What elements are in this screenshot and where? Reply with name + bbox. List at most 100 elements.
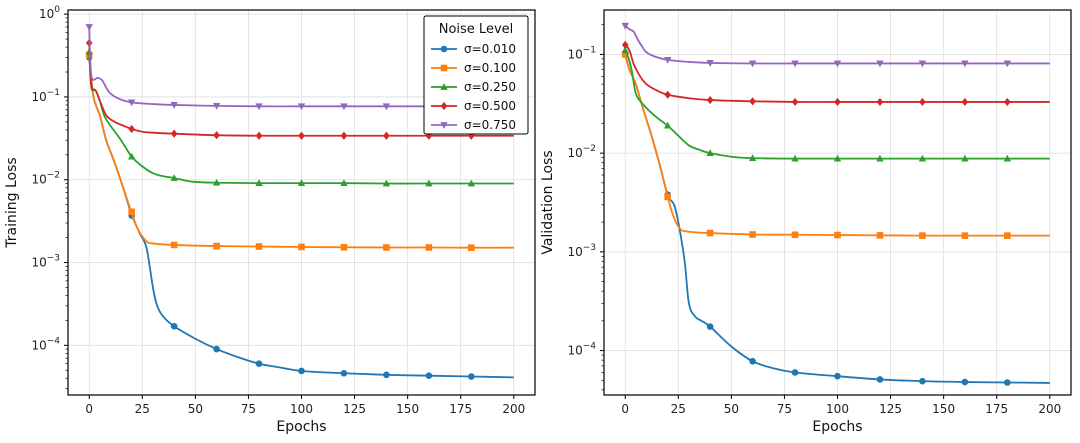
legend-marker-2	[440, 83, 448, 90]
series-marker-4	[127, 99, 136, 107]
series-marker-0	[834, 372, 841, 380]
legend-entry-3: σ=0.500	[464, 99, 516, 113]
series-marker-2	[791, 154, 799, 162]
series-marker-4	[1003, 60, 1012, 68]
y-tick-label: 10−4	[567, 342, 596, 358]
series-marker-3	[706, 95, 714, 105]
series-marker-3	[340, 131, 348, 140]
plot-area	[621, 22, 1050, 386]
y-tick-label: 10−3	[567, 243, 596, 259]
series-marker-1	[664, 193, 671, 201]
x-tick-label: 125	[343, 402, 366, 416]
legend-marker-3	[440, 101, 448, 111]
series-marker-2	[255, 179, 263, 187]
series-marker-4	[961, 60, 969, 68]
legend-entry-0: σ=0.010	[464, 42, 516, 56]
x-axis-label: Epochs	[812, 419, 862, 435]
training-loss-panel: 0 25 50 75 100 125 150 175 200 10−4 10−3 10−2 10−1 10…	[4, 5, 536, 435]
legend-marker-4	[440, 122, 448, 129]
x-tick-label: 200	[502, 402, 525, 416]
x-tick-label: 150	[396, 402, 419, 416]
series-marker-2	[876, 154, 884, 162]
legend-entry-1: σ=0.100	[464, 61, 516, 75]
series-marker-2	[706, 149, 714, 157]
x-tick-label: 0	[621, 402, 629, 416]
series-marker-1	[213, 242, 220, 250]
series-marker-3	[664, 90, 671, 99]
y-tick-label: 10−1	[31, 88, 60, 104]
series-marker-4	[382, 103, 391, 111]
series-marker-0	[170, 322, 178, 330]
y-axis-label: Training Loss	[4, 157, 20, 248]
y-tick-label: 100	[39, 5, 60, 21]
series-marker-0	[255, 360, 263, 367]
x-tick-label: 25	[135, 402, 150, 416]
series-marker-2	[663, 121, 672, 129]
series-marker-4	[876, 60, 884, 68]
legend-marker-0	[440, 45, 448, 53]
x-tick-label: 100	[290, 402, 313, 416]
series-marker-2	[961, 154, 969, 162]
series-marker-1	[128, 208, 135, 216]
series-marker-3	[1004, 97, 1011, 107]
series-marker-2	[212, 178, 221, 186]
series-marker-2	[748, 154, 757, 162]
series-marker-0	[876, 376, 884, 383]
y-tick-label: 10−2	[31, 171, 60, 187]
series-marker-2	[467, 179, 476, 187]
y-tick-label: 10−1	[567, 45, 596, 61]
y-axis-label: Validation Loss	[540, 150, 556, 254]
series-marker-2	[918, 154, 927, 162]
series-marker-1	[383, 244, 390, 251]
series-marker-4	[297, 103, 306, 111]
series-marker-0	[425, 372, 433, 379]
series-marker-1	[298, 243, 305, 251]
series-marker-0	[706, 323, 714, 330]
series-marker-1	[340, 243, 348, 251]
series-line-2	[624, 49, 1050, 160]
series-marker-0	[919, 377, 926, 385]
series-marker-3	[791, 97, 799, 107]
series-marker-0	[1004, 379, 1011, 386]
x-tick-label: 100	[826, 402, 849, 416]
series-marker-4	[706, 60, 714, 67]
series-marker-3	[128, 124, 135, 134]
series-marker-0	[749, 357, 756, 365]
series-marker-3	[919, 97, 926, 107]
x-tick-label: 0	[85, 402, 93, 416]
series-marker-4	[791, 60, 799, 68]
series-marker-1	[170, 241, 178, 249]
series-marker-3	[255, 131, 263, 140]
legend-marker-1	[440, 64, 448, 72]
series-marker-0	[383, 371, 390, 379]
series-marker-3	[383, 131, 390, 140]
x-tick-label: 175	[985, 402, 1008, 416]
series-marker-3	[621, 40, 629, 49]
plot-area	[85, 24, 514, 380]
legend-title: Noise Level	[439, 22, 514, 37]
series-marker-2	[170, 174, 178, 181]
series-marker-1	[255, 243, 263, 250]
x-tick-label: 150	[932, 402, 955, 416]
series-marker-1	[876, 232, 884, 239]
x-tick-label: 25	[671, 402, 686, 416]
series-marker-4	[170, 102, 178, 109]
series-marker-1	[961, 232, 969, 239]
series-marker-2	[1003, 154, 1012, 162]
x-tick-label: 75	[777, 402, 792, 416]
series-line-4	[88, 26, 514, 108]
series-marker-0	[213, 345, 220, 353]
series-marker-0	[340, 369, 348, 377]
series-marker-1	[834, 231, 841, 239]
series-marker-3	[961, 97, 969, 107]
series-line-4	[624, 25, 1050, 65]
series-marker-3	[834, 97, 841, 107]
series-marker-4	[255, 103, 263, 111]
legend-entry-4: σ=0.750	[464, 118, 516, 132]
series-marker-3	[876, 97, 884, 107]
x-tick-label: 50	[188, 402, 203, 416]
series-marker-3	[170, 129, 178, 138]
y-tick-label: 10−2	[567, 144, 596, 160]
y-tick-label: 10−4	[31, 336, 60, 352]
